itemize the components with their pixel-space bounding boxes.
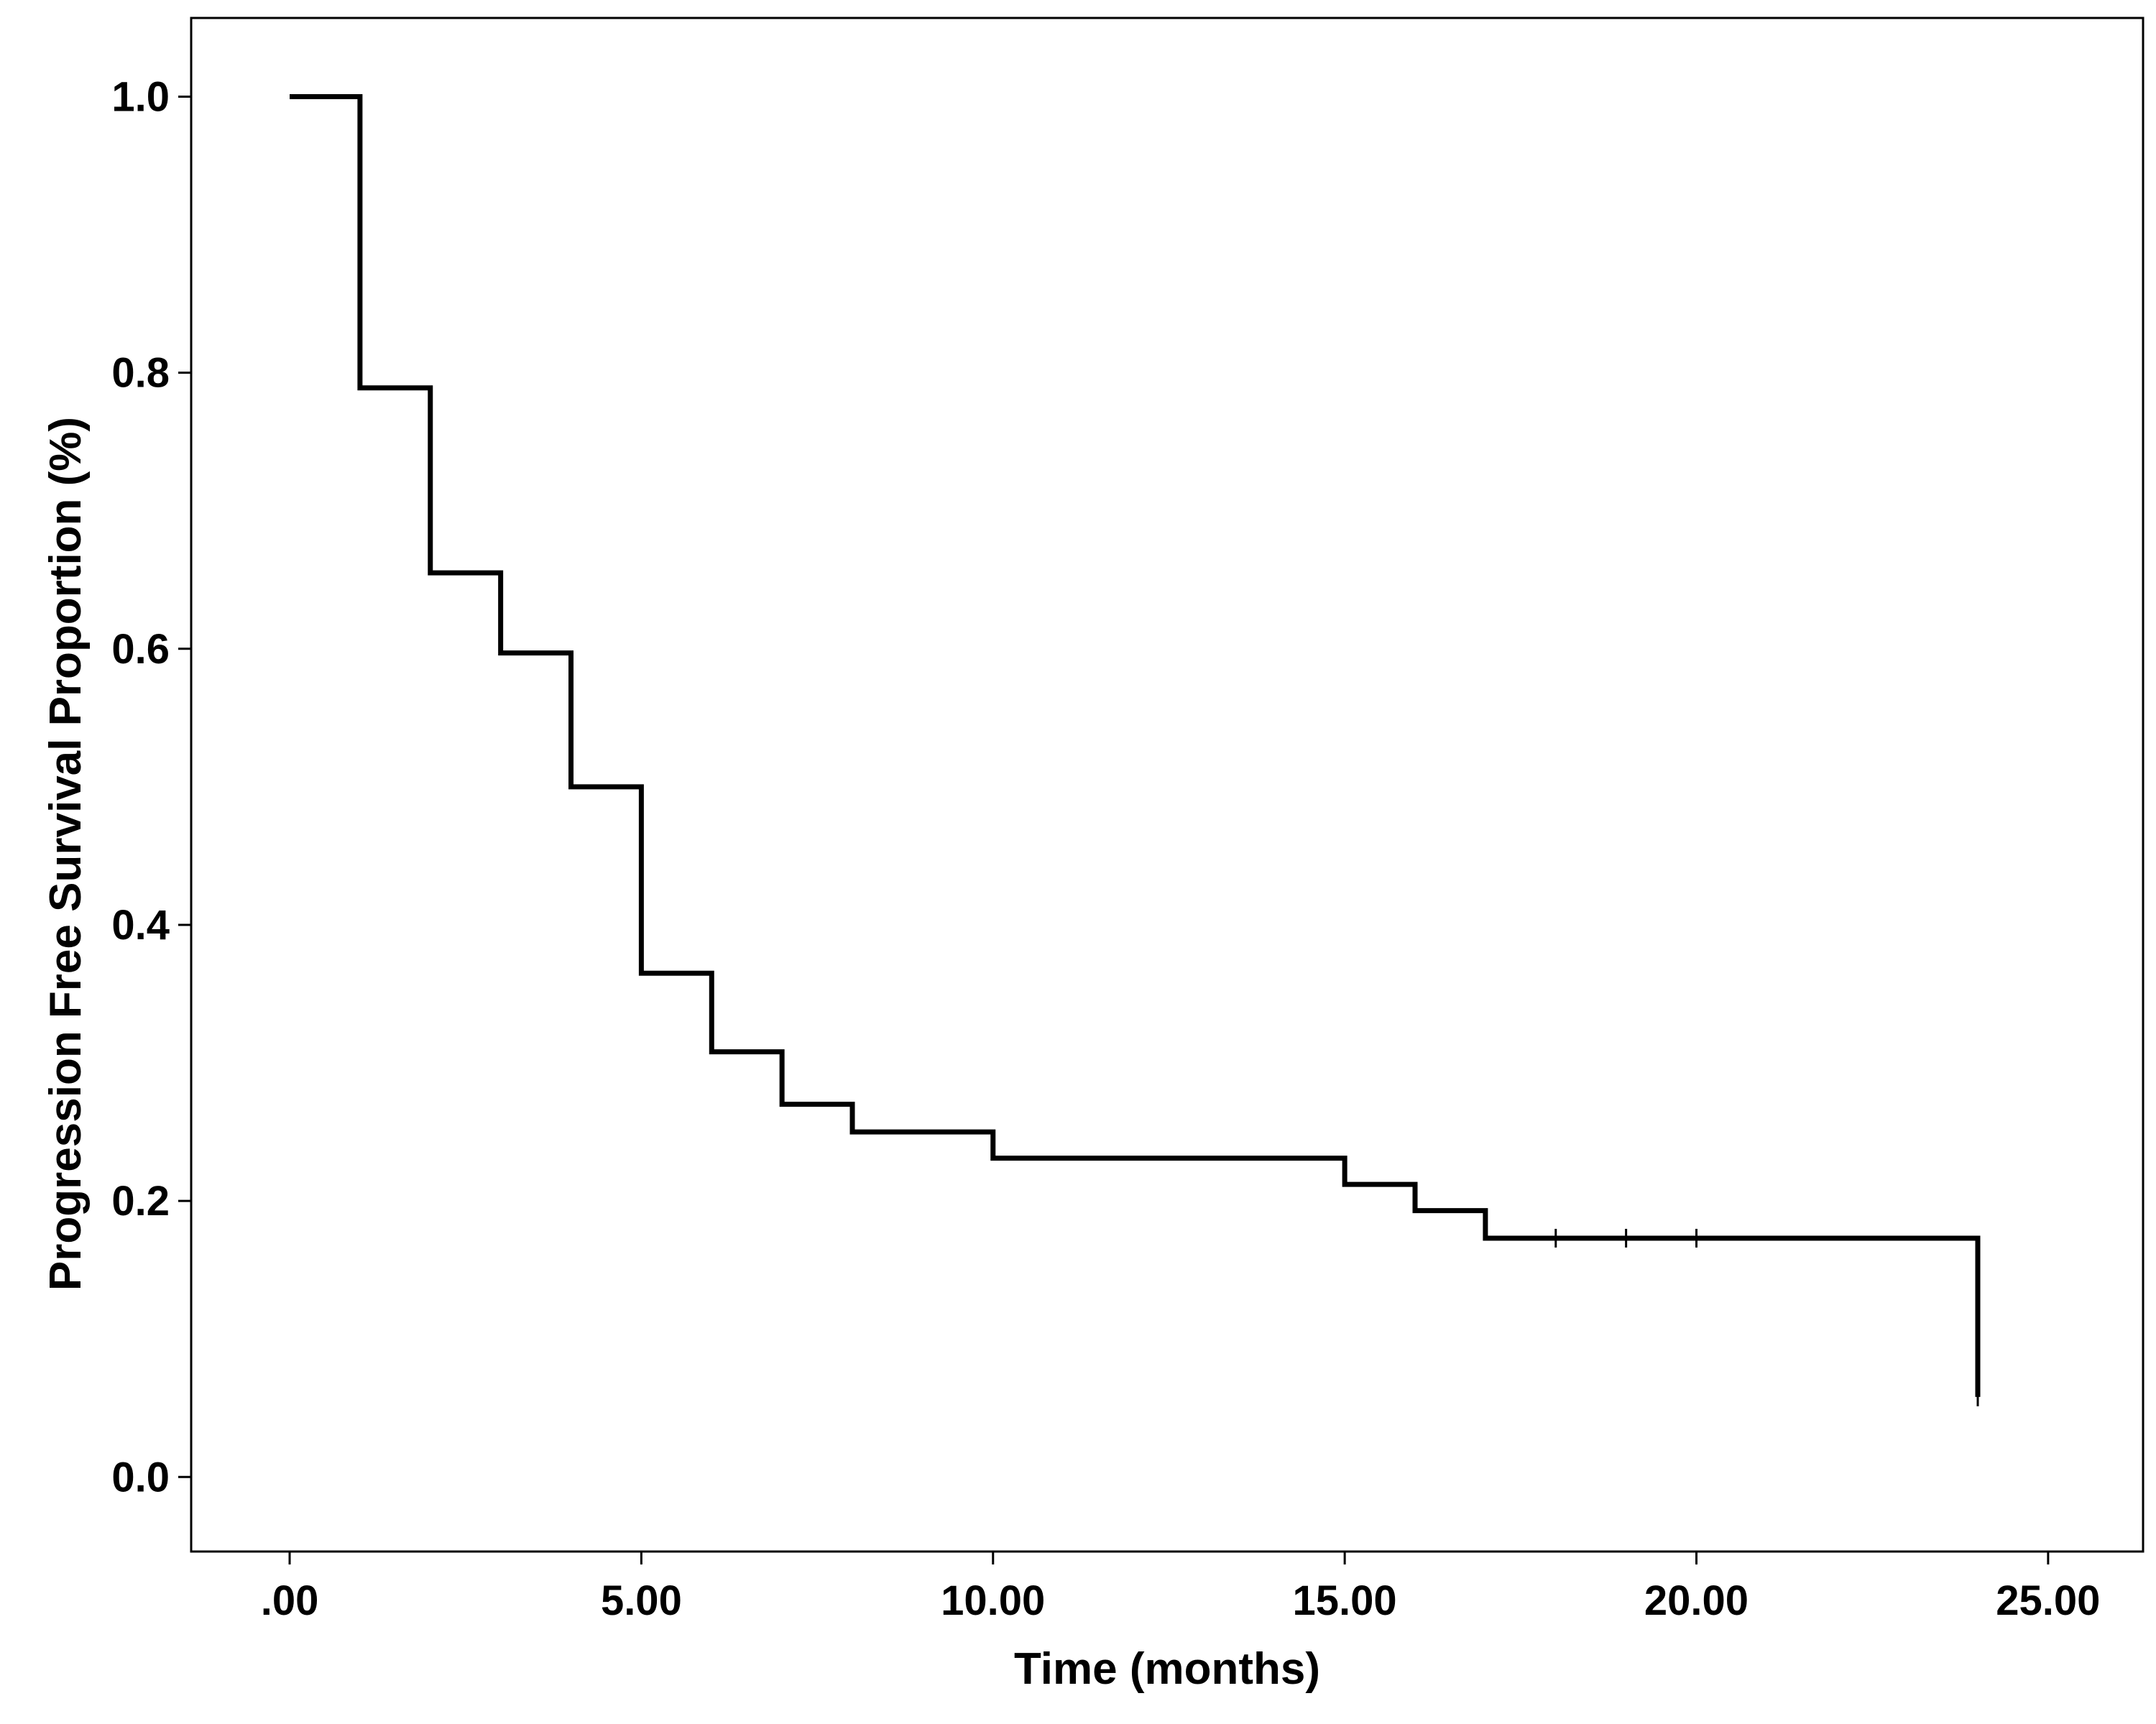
survival-step-line	[290, 93, 1981, 1397]
y-tick-label: 0.8	[111, 350, 170, 397]
plot-area-frame	[190, 17, 2145, 1553]
x-axis-ticks: .00 5.00 10.00 15.00 20.00 25.00	[261, 1552, 2100, 1624]
y-axis-title: Progression Free Survival Proportion (%)	[41, 417, 91, 1291]
x-tick-label: 15.00	[1293, 1577, 1397, 1624]
x-tick-label: 10.00	[941, 1577, 1045, 1624]
series-layer	[290, 93, 1981, 1406]
x-tick-label: 25.00	[1996, 1577, 2100, 1624]
y-tick-label: 1.0	[111, 73, 170, 120]
y-tick-label: 0.4	[111, 902, 170, 949]
x-tick-label: 5.00	[601, 1577, 682, 1624]
y-tick-label: 0.0	[111, 1454, 170, 1501]
x-tick-label: 20.00	[1644, 1577, 1749, 1624]
y-axis-ticks: 0.0 0.2 0.4 0.6 0.8 1.0	[111, 73, 191, 1501]
x-tick-label: .00	[261, 1577, 319, 1624]
y-tick-label: 0.6	[111, 626, 170, 673]
x-axis-title: Time (months)	[1014, 1644, 1320, 1694]
y-tick-label: 0.2	[111, 1178, 170, 1225]
